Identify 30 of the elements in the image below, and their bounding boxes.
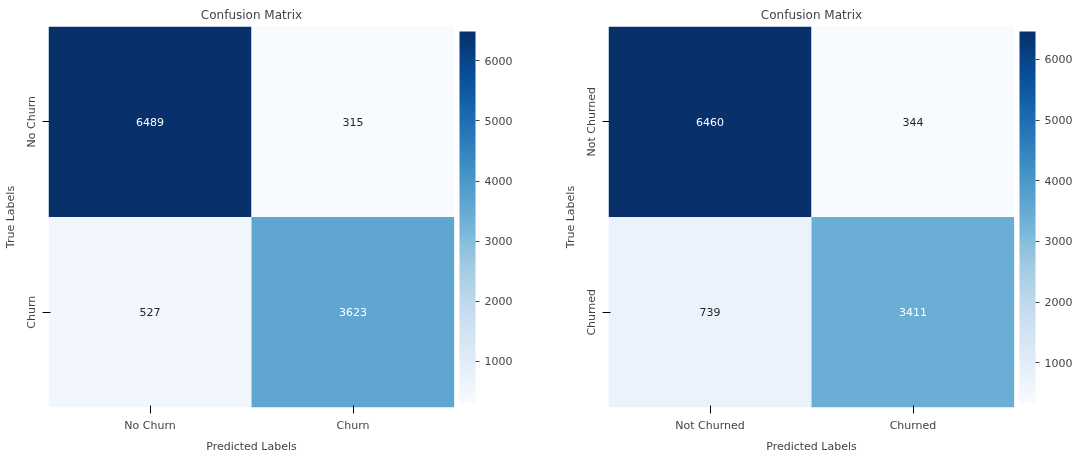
color-bar-label: 2000 [1044,296,1073,310]
x-tick-label: Not Churned [675,418,745,432]
data-label: 315 [342,115,364,129]
data-label: 527 [139,306,161,320]
chart-title: Confusion Matrix [760,7,863,22]
x-axis-title: Predicted Labels [766,439,858,453]
data-label: 344 [902,115,924,129]
chart-title: Confusion Matrix [200,7,303,22]
data-label: 739 [699,306,721,320]
data-label: 6489 [136,115,164,129]
color-bar-label: 4000 [484,175,513,189]
data-label: 6460 [696,115,724,129]
data-label: 3623 [339,306,367,320]
color-bar-label: 3000 [1044,235,1073,249]
color-bar-label: 5000 [484,114,513,128]
data-label: 3411 [899,306,927,320]
color-bar-label: 5000 [1044,114,1073,128]
color-bar-label: 6000 [484,54,513,68]
y-axis-title: True Labels [3,185,17,250]
x-tick-label: Churned [889,418,937,432]
color-bar-label: 1000 [1044,356,1073,370]
color-bar-label: 3000 [484,235,513,249]
x-tick-label: Churn [336,418,370,432]
x-tick-label: No Churn [124,418,176,432]
color-bar-label: 1000 [484,355,513,369]
y-axis-title: True Labels [563,185,577,250]
color-bar-label: 2000 [484,295,513,309]
color-bar-label: 6000 [1044,53,1073,67]
x-axis-title: Predicted Labels [206,439,298,453]
color-bar-label: 4000 [1044,174,1073,188]
